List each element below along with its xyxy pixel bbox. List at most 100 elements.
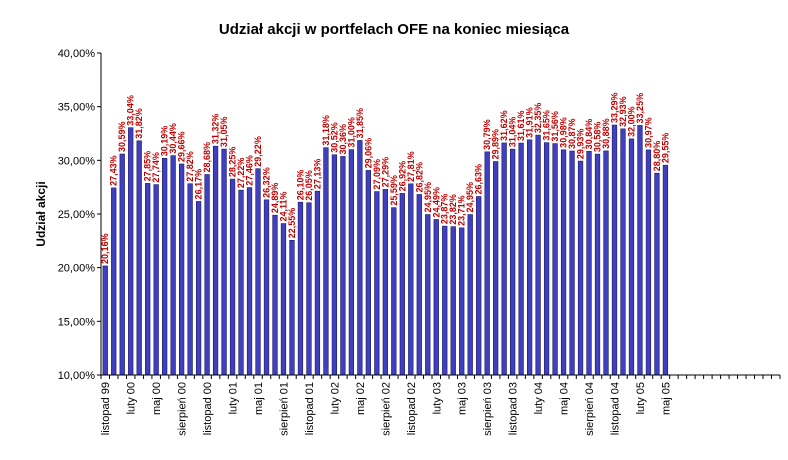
bar bbox=[637, 125, 643, 376]
bar bbox=[654, 172, 660, 376]
bar bbox=[111, 187, 117, 376]
data-label: 26,92% bbox=[397, 161, 407, 192]
data-label: 31,65% bbox=[542, 110, 552, 141]
y-tick-label: 35,00% bbox=[58, 102, 96, 114]
data-label: 33,04% bbox=[126, 95, 136, 126]
data-label: 24,95% bbox=[465, 182, 475, 213]
bar bbox=[119, 153, 125, 376]
data-label: 31,85% bbox=[355, 108, 365, 139]
data-label: 30,52% bbox=[329, 122, 339, 153]
x-tick-label: luty 00 bbox=[126, 382, 138, 414]
bar bbox=[526, 139, 533, 376]
data-label: 26,05% bbox=[304, 170, 314, 201]
data-label: 30,88% bbox=[601, 118, 611, 149]
data-label: 27,29% bbox=[380, 157, 390, 188]
data-label: 31,61% bbox=[516, 111, 526, 142]
x-tick-label: luty 01 bbox=[228, 382, 240, 414]
x-tick-label: luty 03 bbox=[431, 382, 443, 414]
data-label: 27,43% bbox=[109, 155, 119, 186]
data-label: 27,74% bbox=[151, 152, 161, 183]
data-label: 31,32% bbox=[211, 114, 221, 145]
data-label: 29,55% bbox=[660, 133, 670, 164]
bar bbox=[459, 227, 465, 376]
data-label: 24,49% bbox=[431, 187, 441, 218]
data-labels-group: 20,16% 27,43% 30,59%33,04%31,82% 27,85%27,7… bbox=[100, 92, 670, 263]
data-label: 26,82% bbox=[414, 162, 424, 193]
x-tick-label: sierpień 01 bbox=[278, 382, 290, 436]
data-label: 33,25% bbox=[635, 93, 645, 124]
data-label: 30,58% bbox=[593, 122, 603, 153]
bar bbox=[221, 148, 227, 376]
data-label: 24,11% bbox=[278, 192, 288, 222]
data-label: 24,89% bbox=[270, 183, 280, 214]
data-label: 27,09% bbox=[372, 159, 382, 190]
data-label: 29,89% bbox=[491, 129, 501, 160]
data-label: 25,59% bbox=[389, 175, 399, 206]
data-label: 31,56% bbox=[550, 111, 560, 142]
bar bbox=[645, 149, 652, 376]
data-label: 28,80% bbox=[652, 141, 662, 172]
bar bbox=[433, 219, 439, 376]
data-label: 27,85% bbox=[143, 151, 153, 182]
bar bbox=[297, 201, 304, 376]
data-label: 32,93% bbox=[618, 96, 628, 127]
bar bbox=[594, 153, 601, 376]
bar bbox=[263, 199, 270, 376]
bar bbox=[357, 140, 363, 376]
bar bbox=[603, 150, 609, 376]
data-label: 31,00% bbox=[346, 117, 356, 148]
bar bbox=[484, 151, 490, 376]
data-label: 20,16% bbox=[100, 233, 110, 264]
y-tick-label: 25,00% bbox=[58, 209, 96, 221]
bar bbox=[170, 155, 176, 376]
y-tick-label: 10,00% bbox=[58, 370, 96, 382]
x-tick-label: luty 04 bbox=[533, 382, 545, 414]
data-label: 32,00% bbox=[626, 106, 636, 137]
bar bbox=[204, 174, 210, 376]
bar bbox=[323, 147, 329, 376]
data-label: 22,55% bbox=[287, 208, 297, 239]
bar bbox=[229, 178, 236, 376]
x-tick-label: listopad 01 bbox=[304, 382, 316, 435]
data-label: 23,87% bbox=[440, 194, 450, 225]
x-tick-label: listopad 02 bbox=[406, 382, 418, 435]
bar bbox=[280, 223, 287, 376]
data-label: 30,98% bbox=[559, 117, 569, 148]
data-label: 30,97% bbox=[643, 117, 653, 148]
y-tick-label: 20,00% bbox=[58, 263, 96, 275]
bar bbox=[586, 151, 592, 376]
data-label: 31,18% bbox=[321, 115, 331, 146]
x-tick-label: sierpień 00 bbox=[177, 382, 189, 436]
bar bbox=[450, 226, 456, 376]
x-tick-label: maj 04 bbox=[559, 382, 571, 415]
x-tick-label: listopad 03 bbox=[508, 382, 520, 435]
data-label: 28,68% bbox=[202, 142, 212, 173]
data-label: 31,05% bbox=[219, 117, 229, 148]
y-tick-label: 15,00% bbox=[58, 316, 96, 328]
bar bbox=[620, 128, 626, 376]
bar bbox=[569, 150, 575, 376]
x-tick-label: sierpień 03 bbox=[482, 382, 494, 436]
bar bbox=[416, 194, 422, 376]
bar bbox=[399, 193, 405, 376]
x-axis: listopad 99 luty 00 maj 00 sierpień 00 listo… bbox=[100, 374, 781, 436]
data-label: 26,32% bbox=[262, 167, 272, 198]
y-axis: 10,00% 15,00% 20,00% 25,00% 30,00% 35,00% 40,0… bbox=[58, 48, 102, 382]
bar bbox=[662, 164, 669, 376]
bar bbox=[289, 239, 295, 376]
bar bbox=[628, 138, 635, 376]
bar bbox=[543, 142, 550, 376]
bar bbox=[365, 170, 371, 376]
data-label: 30,87% bbox=[567, 118, 577, 149]
data-label: 29,93% bbox=[576, 129, 586, 160]
bar bbox=[611, 124, 618, 376]
data-label: 31,62% bbox=[499, 110, 509, 141]
x-tick-label: maj 05 bbox=[660, 382, 672, 415]
data-label: 26,17% bbox=[194, 169, 204, 200]
data-label: 27,46% bbox=[245, 155, 255, 186]
y-tick-label: 40,00% bbox=[58, 48, 96, 60]
data-label: 24,95% bbox=[423, 182, 433, 213]
bar bbox=[314, 190, 321, 376]
data-label: 33,29% bbox=[609, 92, 619, 123]
